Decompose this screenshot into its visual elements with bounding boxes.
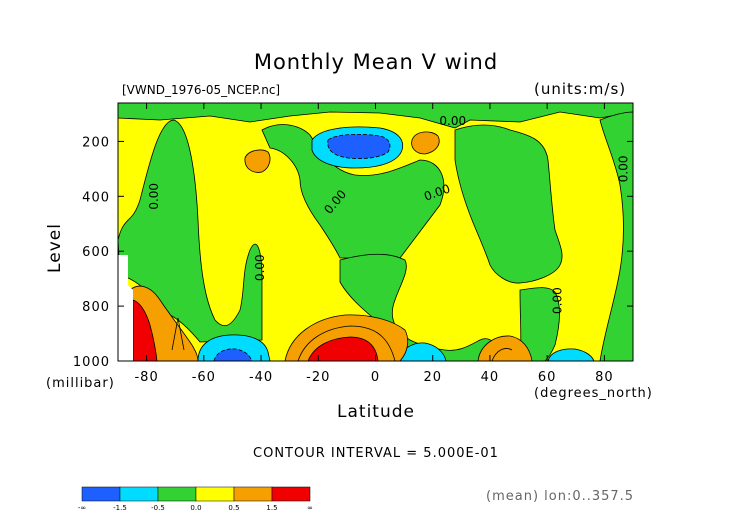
x-tick-label: 60	[538, 370, 557, 385]
colorbar-swatch	[233, 486, 273, 502]
contour-region-green-left	[118, 119, 263, 343]
x-tick-label: 0	[371, 370, 380, 385]
missing-data-region	[118, 255, 133, 361]
contour-region-green-bottom-right	[519, 287, 560, 361]
x-tick-label: 20	[423, 370, 442, 385]
contour-region-cyan-bottom-right	[547, 348, 595, 361]
x-axis-units: (degrees_north)	[534, 386, 653, 401]
contour-region-red-bottom-left	[132, 299, 158, 361]
x-tick-label: 80	[595, 370, 614, 385]
colorbar-swatch	[157, 486, 197, 502]
colorbar-label: -∞	[78, 504, 86, 512]
colorbar-label: ∞	[307, 504, 313, 512]
colorbar-label: -0.5	[151, 504, 165, 512]
contour-region-green-right	[454, 124, 563, 284]
contour-region-red-bottom-center	[307, 336, 379, 361]
colorbar: -∞ -1.5 -0.5 0.0 0.5 1.5 ∞	[78, 486, 313, 512]
y-tick-label: 800	[82, 300, 110, 315]
dataset-label: [VWND_1976-05_NCEP.nc]	[122, 83, 281, 97]
y-axis-units: (millibar)	[46, 376, 115, 391]
x-axis-ticks: -80 -60 -40 -20 0 20 40 60 80	[134, 103, 613, 385]
contour-region-cyan-bottom-left	[197, 334, 271, 361]
y-axis-ticks: 200 400 600 800 1000	[73, 135, 633, 370]
x-tick-label: -60	[192, 370, 216, 385]
colorbar-label: -1.5	[113, 504, 127, 512]
contour-label: 0.00	[439, 114, 466, 128]
x-tick-label: 40	[481, 370, 500, 385]
y-tick-label: 600	[82, 245, 110, 260]
contour-region-blue-bottom-left	[213, 348, 253, 361]
colorbar-swatch	[81, 486, 121, 502]
x-tick-label: -20	[306, 370, 330, 385]
colorbar-label: 0.5	[228, 504, 239, 512]
contour-region-orange-upper-left	[244, 149, 271, 173]
contour-fills	[118, 103, 633, 361]
averaging-note: (mean) lon:0..357.5	[486, 489, 635, 504]
x-tick-label: -40	[249, 370, 273, 385]
contour-region-green-far-right	[599, 111, 633, 361]
contour-region-orange-upper-center	[411, 131, 440, 155]
contour-label: 0.00	[253, 254, 267, 281]
contour-line-orange-bottom-left	[171, 317, 185, 351]
contour-label: 0.00	[616, 156, 630, 183]
contour-interval-label: CONTOUR INTERVAL = 5.000E-01	[253, 446, 499, 461]
contour-line-orange-bottom-center	[297, 325, 396, 361]
contour-line-orange-bottom-right	[491, 348, 513, 361]
y-tick-label: 200	[82, 135, 110, 150]
chart-title: Monthly Mean V wind	[253, 50, 499, 74]
contour-label: 0.00	[550, 287, 564, 314]
contour-region-blue-upper	[327, 133, 391, 160]
y-tick-label: 1000	[73, 355, 110, 370]
x-tick-label: -80	[134, 370, 158, 385]
colorbar-swatch	[195, 486, 235, 502]
units-label: (units:m/s)	[534, 80, 627, 98]
colorbar-label: 1.5	[266, 504, 277, 512]
contour-label: 0.00	[147, 183, 161, 210]
colorbar-swatch	[271, 486, 311, 502]
y-tick-label: 400	[82, 190, 110, 205]
colorbar-label: 0.0	[190, 504, 201, 512]
x-axis-label: Latitude	[337, 402, 415, 422]
colorbar-swatch	[119, 486, 159, 502]
